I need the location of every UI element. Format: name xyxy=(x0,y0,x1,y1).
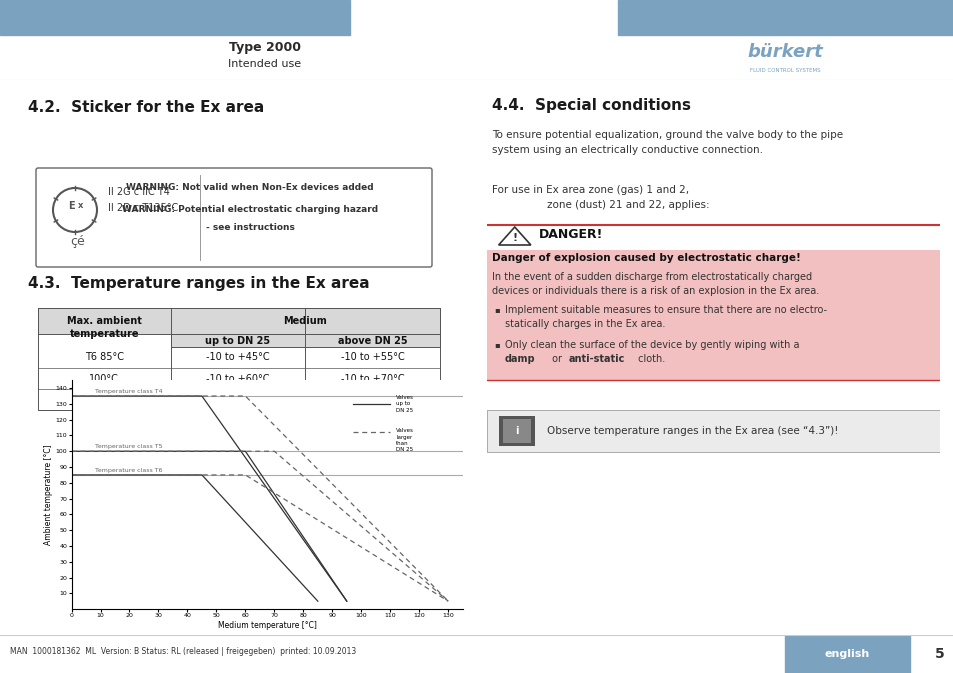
Bar xyxy=(0,0,350,35)
Text: In the event of a sudden discharge from electrostatically charged: In the event of a sudden discharge from … xyxy=(491,272,811,282)
Text: DANGER!: DANGER! xyxy=(538,228,602,241)
Polygon shape xyxy=(498,227,530,245)
Bar xyxy=(486,410,939,452)
Text: - see instructions: - see instructions xyxy=(205,223,294,232)
Text: system using an electrically conductive connection.: system using an electrically conductive … xyxy=(491,145,761,155)
Text: devices or individuals there is a risk of an explosion in the Ex area.: devices or individuals there is a risk o… xyxy=(491,286,818,296)
Text: ▪: ▪ xyxy=(494,305,499,314)
Text: -10 to +105°C: -10 to +105°C xyxy=(337,394,407,404)
Bar xyxy=(486,250,939,380)
Text: 4.3.  Temperature ranges in the Ex area: 4.3. Temperature ranges in the Ex area xyxy=(28,276,369,291)
Text: çé: çé xyxy=(70,236,85,248)
X-axis label: Medium temperature [°C]: Medium temperature [°C] xyxy=(217,621,316,630)
Text: II 2G c IIC T4: II 2G c IIC T4 xyxy=(108,187,170,197)
Bar xyxy=(171,334,439,347)
Text: Intended use: Intended use xyxy=(228,59,301,69)
Text: T4 135°C: T4 135°C xyxy=(82,394,127,404)
Text: 4.2.  Sticker for the Ex area: 4.2. Sticker for the Ex area xyxy=(28,100,264,115)
Text: zone (dust) 21 and 22, applies:: zone (dust) 21 and 22, applies: xyxy=(546,200,709,210)
Y-axis label: Ambient temperature [°C]: Ambient temperature [°C] xyxy=(44,444,52,545)
Text: Temperature class T5: Temperature class T5 xyxy=(94,444,162,449)
Text: 5: 5 xyxy=(934,647,943,661)
Text: E: E xyxy=(68,201,74,211)
Bar xyxy=(618,0,953,35)
Text: up to DN 25: up to DN 25 xyxy=(205,336,271,345)
Bar xyxy=(38,308,439,410)
Text: !: ! xyxy=(512,233,517,243)
Text: i: i xyxy=(515,426,518,436)
Text: 4.4.  Special conditions: 4.4. Special conditions xyxy=(491,98,690,113)
Text: bürkert: bürkert xyxy=(746,43,822,61)
Text: Type 2000: Type 2000 xyxy=(229,42,301,55)
Text: x: x xyxy=(78,201,83,211)
Bar xyxy=(498,416,535,446)
Text: Max. ambient
temperature: Max. ambient temperature xyxy=(67,316,142,339)
Text: -10 to +45°C: -10 to +45°C xyxy=(206,353,270,363)
Text: 100°C: 100°C xyxy=(90,374,119,384)
Text: FLUID CONTROL SYSTEMS: FLUID CONTROL SYSTEMS xyxy=(749,67,820,73)
FancyBboxPatch shape xyxy=(36,168,432,267)
Text: damp: damp xyxy=(504,354,535,364)
Bar xyxy=(38,308,439,334)
Text: Medium: Medium xyxy=(283,316,327,326)
Text: II 2D c T135°C: II 2D c T135°C xyxy=(108,203,178,213)
Text: For use in Ex area zone (gas) 1 and 2,: For use in Ex area zone (gas) 1 and 2, xyxy=(491,185,688,195)
Text: above DN 25: above DN 25 xyxy=(337,336,407,345)
Text: Danger of explosion caused by electrostatic charge!: Danger of explosion caused by electrosta… xyxy=(491,253,800,263)
Text: -10 to +60°C: -10 to +60°C xyxy=(206,374,270,384)
Text: Temperature class T4: Temperature class T4 xyxy=(94,389,162,394)
Text: statically charges in the Ex area.: statically charges in the Ex area. xyxy=(504,319,664,329)
Text: Only clean the surface of the device by gently wiping with a: Only clean the surface of the device by … xyxy=(504,340,799,350)
Text: english: english xyxy=(823,649,869,659)
Text: Valves
up to
DN 25: Valves up to DN 25 xyxy=(395,395,414,413)
Text: -10 to +55°C: -10 to +55°C xyxy=(340,353,404,363)
Text: anti-static: anti-static xyxy=(569,354,625,364)
Text: WARNING: Not valid when Non-Ex devices added: WARNING: Not valid when Non-Ex devices a… xyxy=(126,184,374,192)
Text: -10 to +70°C: -10 to +70°C xyxy=(340,374,404,384)
Bar xyxy=(502,419,530,443)
Text: Observe temperature ranges in the Ex area (see “4.3”)!: Observe temperature ranges in the Ex are… xyxy=(546,426,838,436)
Text: Valves
larger
than
DN 25: Valves larger than DN 25 xyxy=(395,429,414,452)
Text: ▪: ▪ xyxy=(494,340,499,349)
Text: or: or xyxy=(548,354,564,364)
Text: Implement suitable measures to ensure that there are no electro-: Implement suitable measures to ensure th… xyxy=(504,305,826,315)
Text: WARNING: Potential electrostatic charging hazard: WARNING: Potential electrostatic chargin… xyxy=(122,205,377,215)
Text: To ensure potential equalization, ground the valve body to the pipe: To ensure potential equalization, ground… xyxy=(491,130,841,140)
Text: Temperature class T6: Temperature class T6 xyxy=(94,468,162,472)
Text: cloth.: cloth. xyxy=(634,354,664,364)
Text: MAN  1000181362  ML  Version: B Status: RL (released | freigegeben)  printed: 10: MAN 1000181362 ML Version: B Status: RL … xyxy=(10,647,355,656)
Text: T6 85°C: T6 85°C xyxy=(85,353,124,363)
Text: -10 to +95°C: -10 to +95°C xyxy=(206,394,270,404)
Bar xyxy=(784,635,909,673)
